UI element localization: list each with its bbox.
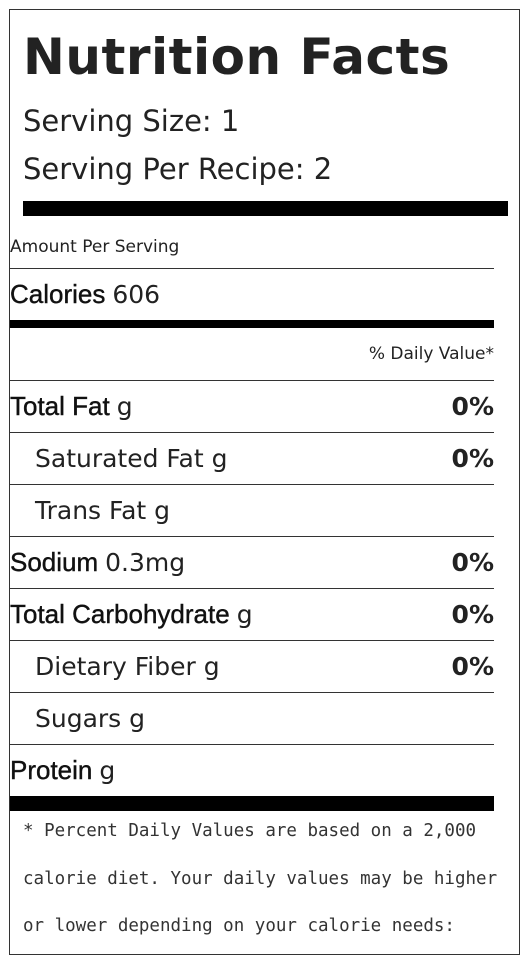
nutrition-facts-panel: Nutrition Facts Serving Size: 1 Serving … — [9, 9, 520, 955]
nutrient-name: Sodium — [10, 547, 99, 577]
calories-line: Calories 606 — [10, 269, 160, 320]
nutrient-name: Total Carbohydrate — [10, 599, 230, 629]
nutrient-name: Saturated Fat — [35, 444, 204, 473]
nutrient-amount: g — [99, 756, 116, 785]
daily-value-footnote: * Percent Daily Values are based on a 2,… — [23, 821, 498, 936]
serving-size: Serving Size: 1 — [23, 104, 240, 138]
nutrient-row-total-fat: Total Fat g 0% — [10, 380, 494, 432]
nutrient-line: Sugars g — [35, 693, 145, 744]
nutrient-line: Sodium 0.3mg — [10, 537, 185, 588]
daily-value-header: % Daily Value* — [368, 344, 494, 364]
nutrient-line: Total Carbohydrate g — [10, 589, 253, 640]
nutrient-line: Saturated Fat g — [35, 433, 227, 484]
nutrient-amount: g — [211, 444, 228, 473]
nutrient-name: Dietary Fiber — [35, 652, 196, 681]
nutrient-line: Total Fat g — [10, 381, 133, 432]
nutrient-line: Trans Fat g — [35, 485, 170, 536]
nutrient-row-sugars: Sugars g — [10, 692, 494, 744]
nutrient-amount: g — [116, 392, 133, 421]
nutrient-percent: 0% — [451, 548, 494, 577]
amount-per-serving-label: Amount Per Serving — [10, 236, 180, 257]
thick-divider-calories — [10, 320, 494, 328]
daily-value-header-row: % Daily Value* — [10, 328, 494, 380]
calories-label: Calories — [10, 279, 106, 309]
nutrient-amount: g — [203, 652, 220, 681]
thick-divider-top — [23, 201, 508, 216]
nutrient-line: Dietary Fiber g — [35, 641, 220, 692]
nutrient-amount: g — [236, 600, 253, 629]
nutrient-percent: 0% — [451, 392, 494, 421]
nutrient-row-total-carbohydrate: Total Carbohydrate g 0% — [10, 588, 494, 640]
nutrition-title: Nutrition Facts — [23, 28, 451, 86]
nutrient-amount: g — [154, 496, 171, 525]
nutrient-row-protein: Protein g — [10, 744, 494, 796]
servings-per-recipe: Serving Per Recipe: 2 — [23, 152, 333, 186]
nutrient-line: Protein g — [10, 745, 115, 796]
thick-divider-bottom — [10, 796, 494, 811]
calories-row: Calories 606 — [10, 268, 494, 320]
amount-per-serving-row: Amount Per Serving — [10, 225, 494, 268]
nutrient-row-dietary-fiber: Dietary Fiber g 0% — [10, 640, 494, 692]
nutrient-amount: g — [129, 704, 146, 733]
nutrient-amount: 0.3mg — [105, 548, 186, 577]
calories-value: 606 — [112, 280, 161, 309]
nutrient-percent: 0% — [451, 652, 494, 681]
nutrient-name: Total Fat — [10, 391, 110, 421]
nutrient-name: Trans Fat — [35, 496, 147, 525]
nutrient-percent: 0% — [451, 600, 494, 629]
nutrient-name: Protein — [10, 755, 93, 785]
nutrient-row-saturated-fat: Saturated Fat g 0% — [10, 432, 494, 484]
nutrient-row-sodium: Sodium 0.3mg 0% — [10, 536, 494, 588]
nutrient-row-trans-fat: Trans Fat g — [10, 484, 494, 536]
nutrient-name: Sugars — [35, 704, 122, 733]
nutrient-percent: 0% — [451, 444, 494, 473]
